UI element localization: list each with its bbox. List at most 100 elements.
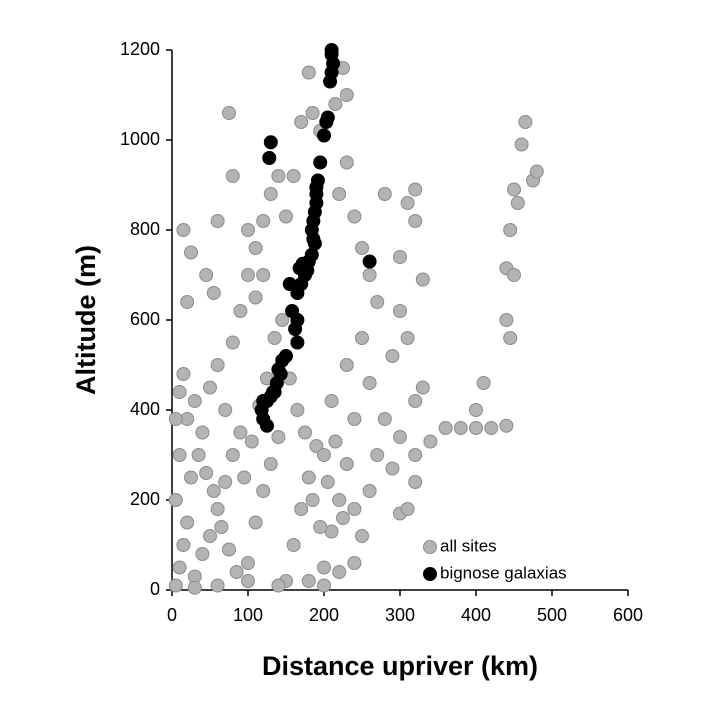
point xyxy=(294,502,309,516)
point xyxy=(332,565,347,579)
point xyxy=(241,556,255,570)
x-tick-label: 500 xyxy=(537,605,567,625)
point xyxy=(408,394,423,408)
point xyxy=(518,115,533,129)
point xyxy=(309,439,324,453)
point xyxy=(347,209,362,224)
point xyxy=(267,331,282,345)
point xyxy=(172,560,187,575)
point xyxy=(233,304,248,318)
point xyxy=(469,403,483,417)
point xyxy=(290,286,305,300)
point xyxy=(393,304,407,318)
point xyxy=(499,313,514,327)
point xyxy=(184,245,198,260)
point xyxy=(408,214,423,228)
point xyxy=(248,241,263,255)
point xyxy=(305,493,320,507)
point xyxy=(176,538,191,552)
point xyxy=(339,88,354,102)
point xyxy=(385,461,400,476)
point xyxy=(256,484,271,498)
point xyxy=(294,115,309,129)
point xyxy=(385,349,400,363)
x-tick-label: 400 xyxy=(461,605,491,625)
point xyxy=(271,169,286,183)
point xyxy=(266,385,281,399)
y-tick-label: 600 xyxy=(130,309,160,329)
point xyxy=(514,137,529,152)
point xyxy=(286,169,301,183)
x-tick-label: 300 xyxy=(385,605,415,625)
point xyxy=(503,331,518,345)
point xyxy=(400,331,415,345)
point xyxy=(400,502,415,516)
point xyxy=(180,515,195,530)
point xyxy=(256,214,271,228)
point xyxy=(313,155,328,170)
point xyxy=(260,418,274,433)
point xyxy=(393,250,407,264)
point xyxy=(187,580,202,595)
legend-label: all sites xyxy=(440,536,497,555)
legend-label: bignose galaxias xyxy=(440,563,567,582)
point xyxy=(241,574,255,588)
point xyxy=(323,74,338,89)
point xyxy=(362,254,377,269)
y-tick-label: 0 xyxy=(150,579,160,599)
point xyxy=(168,493,183,507)
point xyxy=(241,223,255,237)
point xyxy=(469,421,483,435)
point xyxy=(263,457,278,471)
point xyxy=(256,268,271,282)
point xyxy=(355,529,369,543)
point xyxy=(408,182,423,197)
point xyxy=(225,448,240,462)
point xyxy=(229,565,244,579)
point xyxy=(218,403,233,417)
point xyxy=(336,511,350,525)
point xyxy=(313,520,328,534)
point xyxy=(377,187,392,201)
point xyxy=(199,466,214,480)
point xyxy=(244,434,259,449)
point xyxy=(305,106,320,120)
point xyxy=(408,448,423,462)
point xyxy=(317,578,331,593)
point xyxy=(290,335,305,350)
point xyxy=(262,151,277,165)
point xyxy=(332,493,347,507)
point xyxy=(328,434,343,449)
point xyxy=(288,322,303,336)
point xyxy=(355,241,369,255)
point xyxy=(377,412,392,426)
y-tick-label: 200 xyxy=(130,489,160,509)
point xyxy=(203,380,217,395)
point xyxy=(176,223,191,237)
point xyxy=(195,425,210,440)
point xyxy=(320,475,335,489)
legend-marker xyxy=(423,567,437,581)
point xyxy=(187,394,202,408)
point xyxy=(176,367,191,381)
point xyxy=(400,196,415,210)
point xyxy=(203,529,217,543)
point xyxy=(370,295,385,309)
y-tick-label: 800 xyxy=(130,219,160,239)
point xyxy=(225,169,240,183)
x-tick-label: 600 xyxy=(613,605,643,625)
point xyxy=(339,155,354,170)
point xyxy=(507,182,521,197)
point xyxy=(210,214,225,228)
point xyxy=(184,470,198,485)
point xyxy=(499,418,514,433)
x-tick-label: 0 xyxy=(167,605,177,625)
point xyxy=(484,421,499,435)
point xyxy=(319,115,334,129)
point xyxy=(529,164,544,179)
point xyxy=(206,286,221,300)
point xyxy=(172,448,187,462)
y-tick-label: 1000 xyxy=(120,129,160,149)
point xyxy=(191,448,206,462)
point xyxy=(206,484,221,498)
